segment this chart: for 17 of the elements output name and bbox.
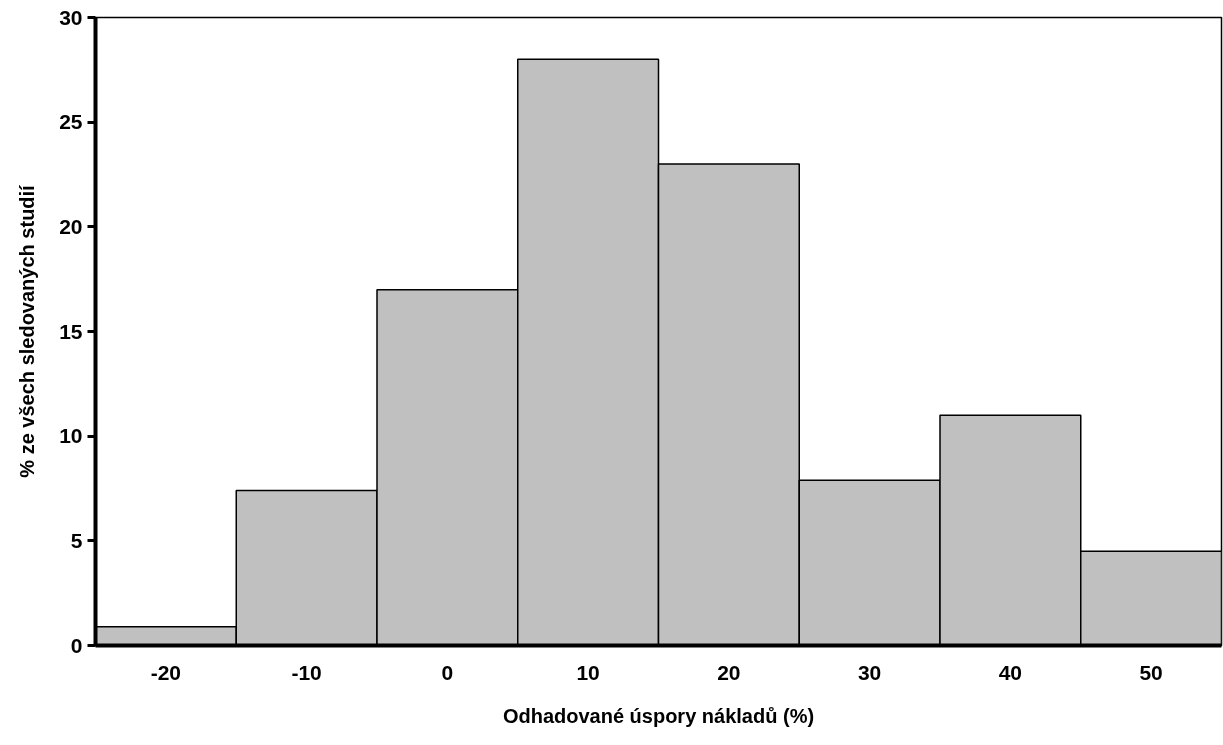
x-tick-label: -20 — [150, 660, 182, 684]
x-tick-label: 50 — [1139, 660, 1163, 684]
x-axis-title: Odhadované úspory nákladů (%) — [502, 704, 815, 727]
x-tick-label: 40 — [998, 660, 1023, 684]
y-tick-label: 20 — [59, 214, 83, 238]
y-tick-label: 30 — [59, 5, 83, 29]
x-tick-label: -10 — [291, 660, 322, 684]
y-axis-title: % ze všech sledovaných studií — [16, 183, 39, 478]
x-tick-label: 20 — [717, 660, 741, 684]
y-tick-label: 0 — [70, 633, 83, 657]
y-tick-label: 5 — [70, 528, 83, 552]
x-tick-label: 30 — [857, 660, 882, 684]
y-tick-label: 10 — [59, 424, 83, 448]
y-tick-label: 15 — [59, 319, 83, 343]
x-tick-label: 0 — [441, 660, 454, 684]
x-tick-label: 10 — [576, 660, 600, 684]
y-tick-label: 25 — [59, 110, 83, 134]
